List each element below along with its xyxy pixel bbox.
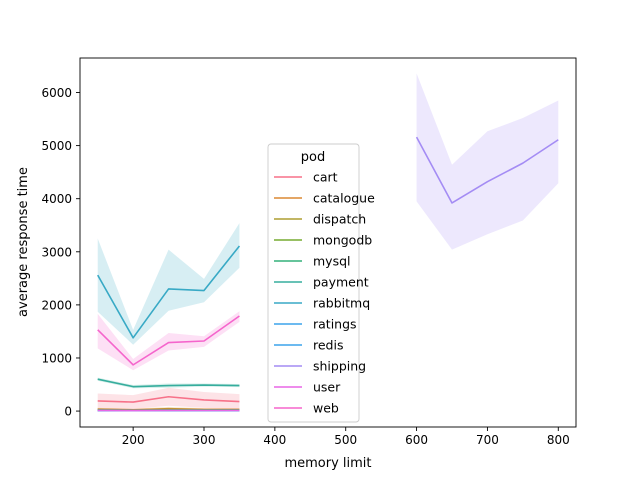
legend-label: payment [313,275,369,290]
y-tick-label: 5000 [41,139,72,153]
legend-label: user [313,380,341,395]
legend-label: rabbitmq [313,296,370,311]
legend-label: catalogue [313,191,375,206]
legend: pod cart catalogue dispatch mongodb mysql pay… [268,144,375,422]
x-tick-label: 600 [405,433,428,447]
x-tick-label: 300 [193,433,216,447]
legend-label: dispatch [313,212,366,227]
legend-label: redis [313,338,343,353]
legend-label: web [313,401,339,416]
legend-label: ratings [313,317,357,332]
x-tick-label: 800 [547,433,570,447]
legend-title: pod [301,150,325,165]
y-tick-label: 3000 [41,245,72,259]
legend-label: mysql [313,254,351,269]
x-tick-label: 500 [334,433,357,447]
y-tick-label: 0 [64,405,72,419]
y-tick-label: 2000 [41,298,72,312]
y-tick-label: 6000 [41,86,72,100]
x-axis-label: memory limit [284,456,371,471]
y-axis-label: average response time [16,167,31,317]
legend-label: cart [313,170,338,185]
legend-label: mongodb [313,233,372,248]
x-tick-label: 400 [263,433,286,447]
x-tick-label: 700 [476,433,499,447]
y-tick-label: 4000 [41,192,72,206]
x-tick-label: 200 [122,433,145,447]
y-tick-label: 1000 [41,351,72,365]
legend-label: shipping [313,359,366,374]
